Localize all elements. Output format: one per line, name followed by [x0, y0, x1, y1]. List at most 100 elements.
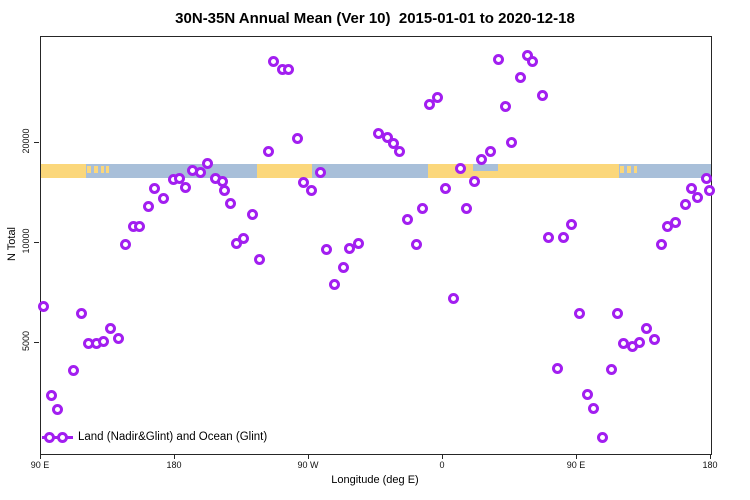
- data-point: [68, 365, 80, 377]
- legend-point-icon: [57, 432, 68, 443]
- data-point: [634, 337, 646, 349]
- data-point: [461, 203, 473, 215]
- island-segment: [633, 166, 637, 173]
- data-point: [641, 323, 653, 335]
- data-point: [505, 136, 517, 148]
- data-point: [148, 182, 160, 194]
- data-point: [447, 292, 459, 304]
- data-point: [297, 177, 309, 189]
- island-segment: [87, 166, 91, 173]
- map-strip: [41, 164, 711, 178]
- data-point: [45, 389, 57, 401]
- land-segment: [41, 164, 86, 178]
- data-point: [282, 63, 294, 75]
- data-point: [112, 332, 124, 344]
- data-point: [492, 53, 504, 65]
- data-point: [306, 184, 318, 196]
- data-point: [394, 146, 406, 158]
- data-point: [701, 172, 713, 184]
- y-tick: [34, 142, 39, 144]
- x-tick-label: 0: [439, 460, 445, 470]
- data-point: [267, 56, 279, 68]
- data-point: [656, 239, 668, 251]
- data-point: [51, 403, 63, 415]
- data-point: [648, 333, 660, 345]
- data-point: [485, 146, 497, 158]
- data-point: [581, 388, 593, 400]
- data-point: [224, 197, 236, 209]
- x-tick-label: 180: [702, 460, 718, 470]
- data-point: [587, 402, 599, 414]
- chart-title: 30N-35N Annual Mean (Ver 10) 2015-01-01 …: [175, 10, 575, 27]
- data-point: [543, 231, 555, 243]
- data-point: [321, 243, 333, 255]
- data-point: [692, 192, 704, 204]
- data-point: [105, 323, 117, 335]
- data-point: [291, 132, 303, 144]
- y-tick-label: 10000: [21, 228, 31, 254]
- y-tick: [34, 342, 39, 344]
- data-point: [194, 167, 206, 179]
- y-tick: [34, 242, 39, 244]
- data-point: [237, 232, 249, 244]
- data-point: [552, 363, 564, 375]
- data-point: [500, 100, 512, 112]
- sea-inlet-segment: [472, 164, 499, 171]
- data-point: [596, 432, 608, 444]
- data-point: [254, 253, 266, 265]
- data-point: [202, 158, 214, 170]
- legend-point-icon: [44, 432, 55, 443]
- data-point: [179, 182, 191, 193]
- y-tick-label: 5000: [21, 331, 31, 352]
- legend-label: Land (Nadir&Glint) and Ocean (Glint): [78, 431, 268, 443]
- data-point: [157, 193, 169, 205]
- data-point: [565, 218, 577, 230]
- land-segment: [256, 164, 312, 178]
- data-point: [75, 308, 87, 320]
- y-tick-label: 20000: [21, 128, 31, 154]
- data-point: [416, 203, 428, 215]
- x-tick: [442, 454, 443, 459]
- data-point: [410, 239, 422, 251]
- x-axis-label: Longitude (deg E): [331, 474, 419, 486]
- data-point: [142, 200, 154, 212]
- data-point: [98, 335, 110, 347]
- x-tick-label: 180: [166, 460, 182, 470]
- data-point: [669, 217, 681, 229]
- data-point: [686, 182, 698, 194]
- data-point: [337, 261, 349, 273]
- y-axis-label: N Total: [6, 226, 18, 262]
- data-point: [382, 131, 394, 143]
- x-tick: [710, 454, 711, 459]
- x-tick-label: 90 E: [30, 460, 50, 470]
- data-point: [468, 176, 480, 188]
- data-point: [440, 182, 452, 194]
- data-point: [514, 71, 526, 83]
- data-point: [218, 184, 230, 196]
- data-point: [704, 184, 715, 196]
- data-point: [133, 221, 145, 233]
- data-point: [246, 208, 258, 220]
- data-point: [263, 146, 275, 158]
- data-point: [680, 198, 692, 210]
- island-segment: [105, 166, 110, 173]
- data-point: [388, 138, 400, 150]
- data-point: [315, 167, 327, 179]
- data-point: [173, 173, 185, 185]
- x-tick: [308, 454, 309, 459]
- data-point: [120, 239, 132, 251]
- x-tick: [40, 454, 41, 459]
- x-tick-label: 90 E: [566, 460, 586, 470]
- data-point: [352, 237, 364, 249]
- plot-area: Land (Nadir&Glint) and Ocean (Glint): [38, 36, 715, 455]
- island-segment: [620, 166, 624, 173]
- data-point: [424, 98, 436, 110]
- data-point: [401, 213, 413, 225]
- data-point: [38, 301, 50, 313]
- data-point: [574, 308, 586, 320]
- data-point: [328, 278, 340, 290]
- island-segment: [626, 166, 631, 173]
- data-point: [455, 162, 467, 174]
- x-tick: [576, 454, 577, 459]
